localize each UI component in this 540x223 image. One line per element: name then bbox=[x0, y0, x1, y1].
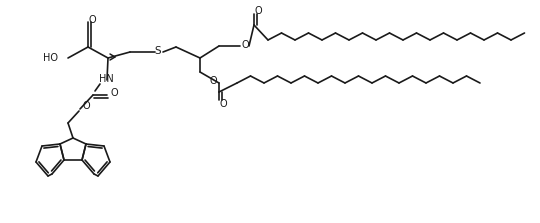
Text: O: O bbox=[241, 40, 249, 50]
Text: S: S bbox=[154, 46, 161, 56]
Text: O: O bbox=[110, 88, 118, 98]
Text: O: O bbox=[82, 101, 90, 111]
Text: O: O bbox=[219, 99, 227, 109]
Text: HO: HO bbox=[43, 53, 58, 63]
Text: O: O bbox=[88, 15, 96, 25]
Text: O: O bbox=[254, 6, 262, 16]
Text: O: O bbox=[209, 76, 217, 86]
Text: HN: HN bbox=[99, 74, 113, 84]
